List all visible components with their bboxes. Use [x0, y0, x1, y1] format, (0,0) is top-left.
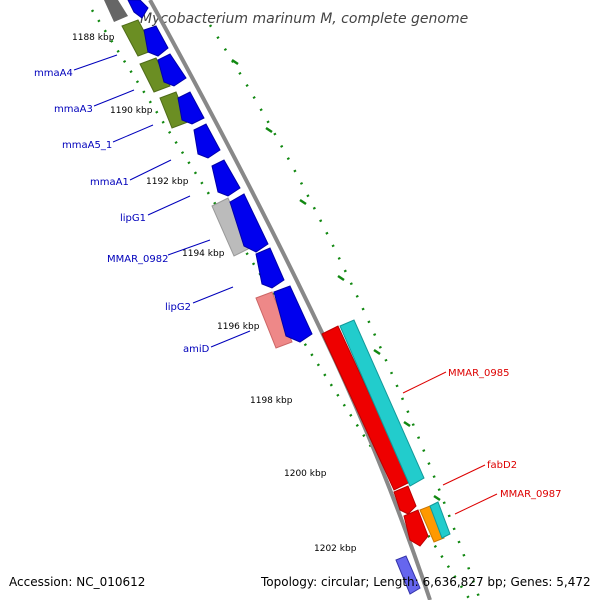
- scale-major-ticks: [231, 58, 441, 502]
- gene-label-mmaA1[interactable]: mmaA1: [90, 177, 129, 188]
- gene-label-lipG1[interactable]: lipG1: [120, 213, 146, 224]
- map-title: Mycobacterium marinum M, complete genome: [140, 11, 468, 27]
- gene-label-fabD2[interactable]: fabD2: [487, 460, 517, 471]
- scale-label-1202: 1202 kbp: [314, 544, 357, 554]
- genome-summary-text: Topology: circular; Length: 6,636,827 bp…: [260, 575, 591, 589]
- feature-red-small-2[interactable]: [403, 509, 429, 547]
- scale-label-1188: 1188 kbp: [72, 33, 115, 43]
- gene-label-MMAR_0982[interactable]: MMAR_0982: [107, 254, 169, 265]
- gene-label-mmaA5_1[interactable]: mmaA5_1: [62, 140, 112, 151]
- scale-label-1192: 1192 kbp: [146, 177, 189, 187]
- feature-gray-top[interactable]: [104, 0, 128, 22]
- scale-label-1194: 1194 kbp: [182, 249, 225, 259]
- right-label-connectors: [402, 371, 498, 515]
- gene-label-mmaA4[interactable]: mmaA4: [34, 68, 73, 79]
- left-label-connectors: [73, 54, 251, 348]
- scale-label-1196: 1196 kbp: [217, 322, 260, 332]
- feature-MMAR_0987[interactable]: [419, 501, 451, 543]
- feature-mmaA3[interactable]: [139, 57, 171, 93]
- gene-label-lipG2[interactable]: lipG2: [165, 302, 191, 313]
- scale-label-1200: 1200 kbp: [284, 469, 327, 479]
- feature-lipG2[interactable]: [255, 291, 293, 349]
- feature-fabD2[interactable]: [339, 319, 425, 487]
- feature-red-small-1[interactable]: [393, 485, 417, 515]
- scale-label-1198: 1198 kbp: [250, 396, 293, 406]
- feature-bottom-blue[interactable]: [395, 555, 421, 595]
- gene-label-MMAR_0987[interactable]: MMAR_0987: [500, 489, 562, 500]
- gene-label-mmaA3[interactable]: mmaA3: [54, 104, 93, 115]
- scale-label-1190: 1190 kbp: [110, 106, 153, 116]
- gene-label-MMAR_0985[interactable]: MMAR_0985: [448, 368, 510, 379]
- accession-text: Accession: NC_010612: [9, 575, 145, 589]
- gene-label-amiD[interactable]: amiD: [183, 344, 210, 355]
- feature-blue-arrows[interactable]: [127, 0, 313, 343]
